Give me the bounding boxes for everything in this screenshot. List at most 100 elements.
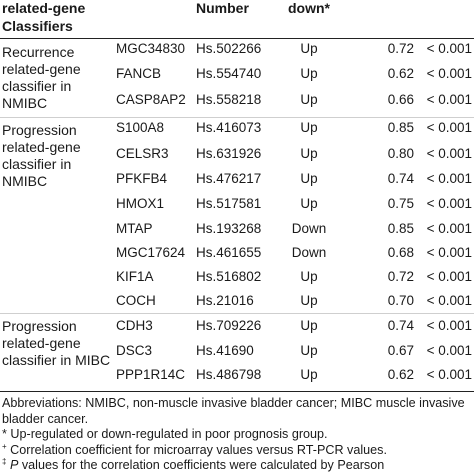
- correlation-value: 0.67: [387, 343, 414, 358]
- p-value: < 0.001: [426, 318, 472, 333]
- unigene-number: Hs.558218: [196, 92, 262, 107]
- p-value: < 0.001: [426, 245, 472, 260]
- group-label-line: classifier in MIBC: [2, 352, 111, 368]
- correlation-value: 0.72: [387, 41, 414, 56]
- header-rule: [0, 38, 474, 39]
- group-label-line: related-gene: [2, 139, 81, 155]
- p-value: < 0.001: [426, 367, 472, 382]
- p-value: < 0.001: [426, 293, 472, 308]
- p-value: < 0.001: [426, 171, 472, 186]
- table-footnotes: Abbreviations: NMIBC, non-muscle invasiv…: [2, 396, 472, 474]
- group-label-line: NMIBC: [2, 173, 48, 189]
- group-label-line: related-gene: [2, 335, 81, 351]
- regulation-direction: Up: [300, 66, 318, 81]
- gene-symbol: S100A8: [116, 120, 165, 135]
- p-value: < 0.001: [426, 41, 472, 56]
- header-col1-line1: related-gene: [2, 0, 86, 16]
- gene-symbol: MTAP: [116, 221, 153, 236]
- unigene-number: Hs.631926: [196, 146, 262, 161]
- correlation-value: 0.80: [387, 146, 414, 161]
- unigene-number: Hs.486798: [196, 367, 262, 382]
- gene-symbol: CDH3: [116, 318, 153, 333]
- unigene-number: Hs.516802: [196, 269, 262, 284]
- group-separator: [0, 117, 474, 118]
- group-label-progression-nmibc: Progression related-gene classifier in N…: [2, 122, 81, 190]
- regulation-direction: Up: [300, 120, 318, 135]
- gene-symbol: FANCB: [116, 66, 162, 81]
- unigene-number: Hs.193268: [196, 221, 262, 236]
- p-value: < 0.001: [426, 146, 472, 161]
- regulation-direction: Up: [300, 146, 318, 161]
- correlation-value: 0.66: [387, 92, 414, 107]
- group-label-line: classifier in: [2, 156, 72, 172]
- header-number: Number: [196, 0, 249, 16]
- correlation-value: 0.62: [387, 66, 414, 81]
- gene-symbol: PFKFB4: [116, 171, 168, 186]
- header-direction: down*: [288, 0, 330, 16]
- regulation-direction: Up: [300, 269, 318, 284]
- footnote-star: * Up-regulated or down-regulated in poor…: [2, 427, 328, 441]
- group-label-line: Progression: [2, 122, 77, 138]
- group-label-line: Progression: [2, 318, 77, 334]
- unigene-number: Hs.461655: [196, 245, 262, 260]
- regulation-direction: Up: [300, 343, 318, 358]
- group-label-progression-mibc: Progression related-gene classifier in M…: [2, 318, 110, 369]
- regulation-direction: Up: [300, 171, 318, 186]
- gene-symbol: CASP8AP2: [116, 92, 186, 107]
- p-value: < 0.001: [426, 343, 472, 358]
- gene-symbol: MGC17624: [116, 245, 186, 260]
- gene-symbol: COCH: [116, 293, 156, 308]
- p-value: < 0.001: [426, 269, 472, 284]
- correlation-value: 0.85: [387, 221, 414, 236]
- group-label-line: Recurrence: [2, 44, 75, 60]
- regulation-direction: Down: [291, 221, 327, 236]
- correlation-value: 0.68: [387, 245, 414, 260]
- footnote-p-values: ‡ P values for the correlation coefficie…: [2, 456, 472, 474]
- unigene-number: Hs.21016: [196, 293, 254, 308]
- regulation-direction: Up: [300, 367, 318, 382]
- group-separator: [0, 313, 474, 314]
- unigene-number: Hs.709226: [196, 318, 262, 333]
- unigene-number: Hs.416073: [196, 120, 262, 135]
- regulation-direction: Up: [300, 293, 318, 308]
- gene-symbol: HMOX1: [116, 196, 165, 211]
- correlation-value: 0.72: [387, 269, 414, 284]
- footnote-abbreviations: Abbreviations: NMIBC, non-muscle invasiv…: [2, 396, 465, 426]
- regulation-direction: Up: [300, 41, 318, 56]
- correlation-value: 0.75: [387, 196, 414, 211]
- gene-symbol: KIF1A: [116, 269, 154, 284]
- p-value: < 0.001: [426, 92, 472, 107]
- correlation-value: 0.74: [387, 318, 414, 333]
- table-bottom-rule: [0, 391, 474, 392]
- correlation-value: 0.85: [387, 120, 414, 135]
- gene-symbol: PPP1R14C: [116, 367, 186, 382]
- p-italic: P: [9, 458, 19, 472]
- p-value: < 0.001: [426, 66, 472, 81]
- group-label-recurrence-nmibc: Recurrence related-gene classifier in NM…: [2, 44, 81, 112]
- regulation-direction: Up: [300, 318, 318, 333]
- p-value: < 0.001: [426, 221, 472, 236]
- gene-symbol: CELSR3: [116, 146, 169, 161]
- regulation-direction: Down: [291, 245, 327, 260]
- gene-symbol: DSC3: [116, 343, 153, 358]
- unigene-number: Hs.517581: [196, 196, 262, 211]
- unigene-number: Hs.502266: [196, 41, 262, 56]
- header-col1-line2: Classifiers: [2, 18, 73, 34]
- double-dagger-mark: ‡: [2, 456, 7, 466]
- unigene-number: Hs.41690: [196, 343, 254, 358]
- correlation-value: 0.62: [387, 367, 414, 382]
- unigene-number: Hs.476217: [196, 171, 262, 186]
- gene-symbol: MGC34830: [116, 41, 186, 56]
- unigene-number: Hs.554740: [196, 66, 262, 81]
- correlation-value: 0.70: [387, 293, 414, 308]
- footnote-correlation-text: Correlation coefficient for microarray v…: [10, 442, 387, 457]
- group-label-line: NMIBC: [2, 95, 48, 111]
- group-label-line: classifier in: [2, 78, 72, 94]
- p-value: < 0.001: [426, 196, 472, 211]
- plus-mark: +: [2, 441, 7, 451]
- footnote-p-values-text: values for the correlation coefficients …: [18, 458, 385, 472]
- correlation-value: 0.74: [387, 171, 414, 186]
- group-label-line: related-gene: [2, 61, 81, 77]
- regulation-direction: Up: [300, 92, 318, 107]
- footnote-correlation: + Correlation coefficient for microarray…: [2, 441, 472, 459]
